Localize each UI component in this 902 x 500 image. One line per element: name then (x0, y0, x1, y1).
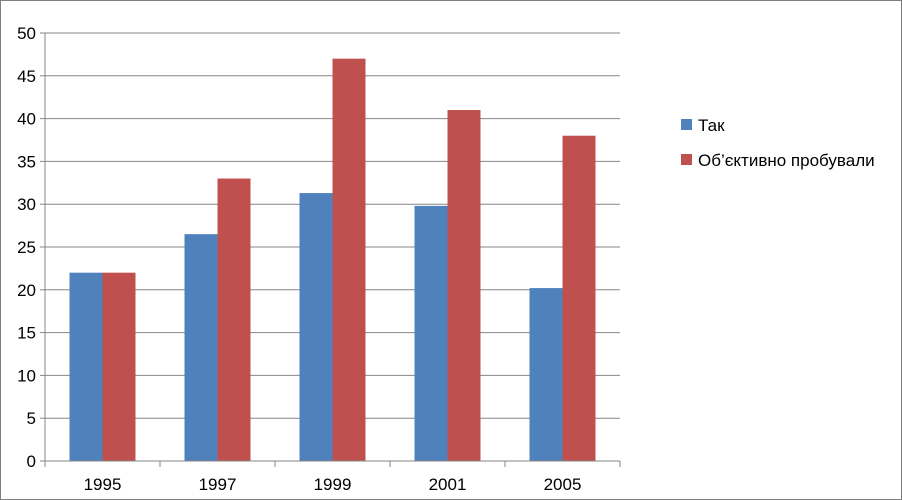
x-tick-label: 1999 (314, 475, 352, 494)
bar-series-1 (69, 272, 103, 461)
y-tick-label: 5 (27, 409, 36, 428)
bars (69, 58, 596, 462)
bar-series-1 (299, 193, 333, 461)
bar-series-1 (184, 234, 218, 461)
y-tick-label: 25 (17, 238, 36, 257)
x-tick-label: 1995 (84, 475, 122, 494)
x-tick-label: 1997 (199, 475, 237, 494)
y-tick-label: 45 (17, 67, 36, 86)
x-tick-label: 2005 (544, 475, 582, 494)
bar-series-2 (562, 135, 596, 461)
legend-label: Так (698, 116, 725, 135)
legend: Так Об’єктивно пробували (681, 116, 875, 170)
y-tick-label: 0 (27, 452, 36, 471)
x-tick-label: 2001 (429, 475, 467, 494)
tick-labels: 0 5 10 15 20 25 30 35 40 45 50 1995 1997 1999 2001 2005 (17, 24, 581, 494)
y-tick-label: 40 (17, 110, 36, 129)
y-tick-label: 10 (17, 366, 36, 385)
bar-series-2 (102, 272, 136, 461)
axes (40, 32, 621, 467)
y-tick-label: 30 (17, 195, 36, 214)
bar-series-1 (529, 288, 563, 461)
bar-series-1 (414, 205, 448, 461)
y-tick-label: 35 (17, 152, 36, 171)
y-tick-label: 50 (17, 24, 36, 43)
bar-series-2 (217, 178, 251, 461)
legend-swatch (681, 119, 692, 130)
y-tick-label: 20 (17, 281, 36, 300)
bar-series-2 (332, 58, 366, 462)
legend-label: Об’єктивно пробували (698, 151, 875, 170)
bar-series-2 (447, 110, 481, 461)
legend-swatch (681, 154, 692, 165)
y-tick-label: 15 (17, 324, 36, 343)
